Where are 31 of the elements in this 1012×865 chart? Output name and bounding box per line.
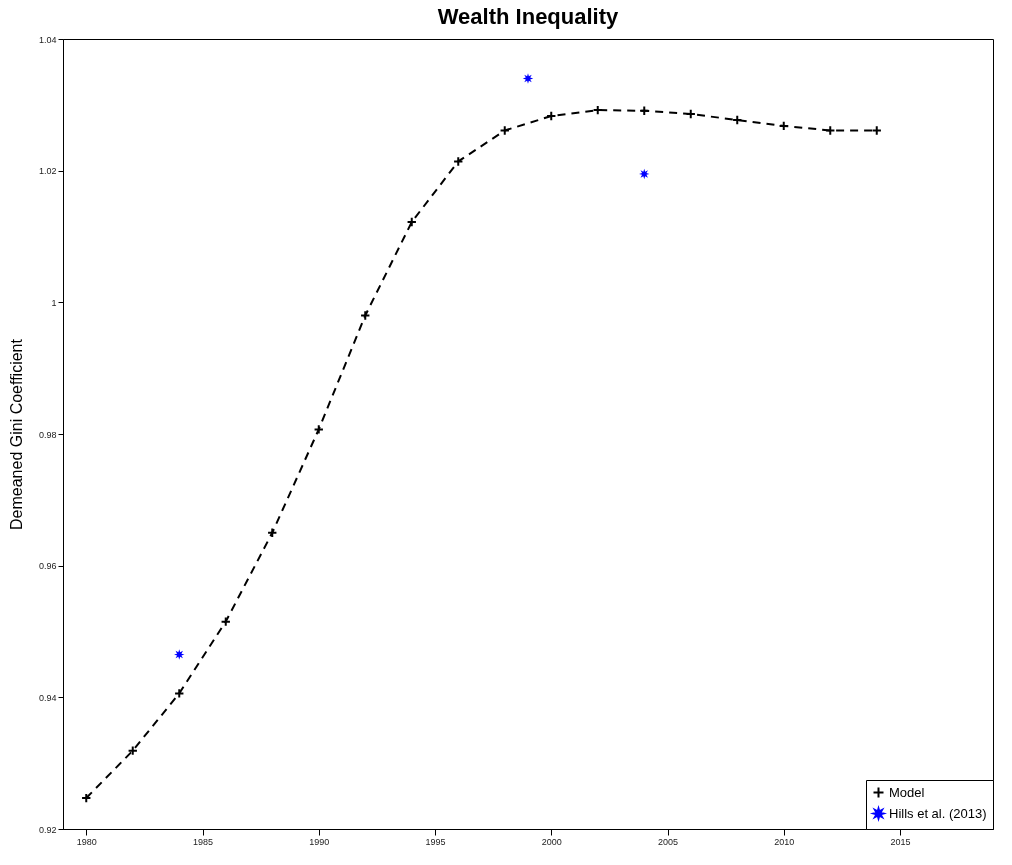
point (360, 310, 371, 321)
x-tick-label: 1990 (309, 836, 330, 847)
point (639, 168, 650, 180)
point (313, 424, 324, 435)
x-tick-label: 2010 (774, 836, 795, 847)
y-axis-title: Demeaned Gini Coefficient (7, 338, 25, 530)
point (127, 745, 138, 756)
point (174, 649, 185, 660)
y-tick-label: 0.96 (38, 561, 57, 572)
x-tick-label: 1985 (192, 836, 214, 847)
point (220, 616, 231, 627)
y-tick-label: 0.98 (38, 429, 57, 440)
point (825, 125, 836, 136)
y-tick-label: 1.04 (38, 34, 57, 45)
chart-title: Wealth Inequality (437, 4, 620, 29)
point (174, 688, 185, 699)
x-tick-label: 2015 (890, 836, 911, 847)
legend-label: Model (889, 784, 925, 800)
point (522, 73, 534, 84)
point (871, 125, 882, 136)
y-tick-label: 0.92 (38, 824, 57, 835)
y-tick-label: 0.94 (38, 692, 57, 703)
y-tick-label: 1.02 (38, 166, 57, 177)
legend-label: Hills et al. (2013) (889, 805, 987, 821)
x-tick-label: 2000 (541, 836, 562, 847)
y-tick-label: 1 (51, 297, 57, 308)
x-tick-label: 2005 (657, 836, 679, 847)
x-tick-label: 1980 (76, 836, 97, 847)
x-tick-label: 1995 (425, 836, 446, 847)
point (499, 125, 510, 136)
point (453, 156, 464, 167)
